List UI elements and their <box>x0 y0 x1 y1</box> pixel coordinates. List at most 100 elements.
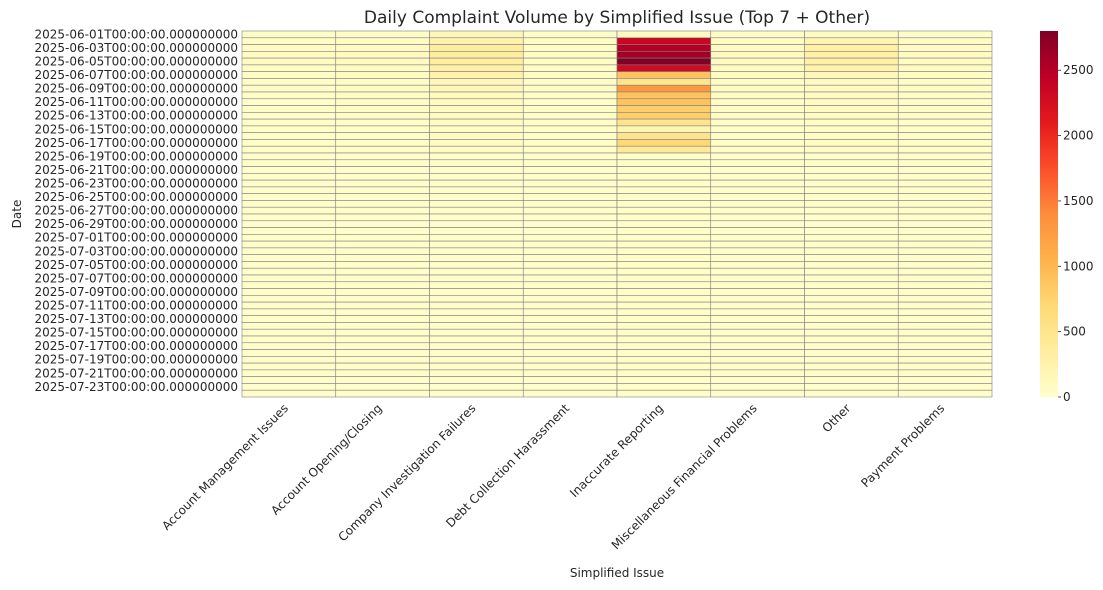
heatmap-cell <box>522 342 618 350</box>
heatmap-cell <box>804 145 899 154</box>
y-tick-label: 2025-07-19T00:00:00.000000000 <box>35 353 239 367</box>
heatmap-cell <box>616 356 712 364</box>
heatmap-cell <box>710 254 805 262</box>
heatmap-cell <box>897 295 993 303</box>
heatmap-cell <box>241 227 337 235</box>
heatmap-cell <box>429 247 524 255</box>
heatmap-cell <box>335 315 430 323</box>
heatmap-cell <box>241 322 337 330</box>
heatmap-cell <box>335 362 430 371</box>
heatmap-cell <box>616 51 712 59</box>
heatmap-cell <box>897 349 993 357</box>
heatmap-cell <box>616 322 712 330</box>
heatmap-cell <box>710 91 805 100</box>
heatmap-cell <box>804 376 899 384</box>
heatmap-cell <box>616 376 712 384</box>
heatmap-cell <box>897 356 993 364</box>
heatmap-cell <box>897 30 993 39</box>
x-axis-label: Simplified Issue <box>570 566 664 580</box>
heatmap-cell <box>241 193 337 201</box>
heatmap-cell <box>804 112 899 120</box>
heatmap-cell <box>897 84 993 93</box>
y-tick-label: 2025-06-27T00:00:00.000000000 <box>35 204 239 218</box>
heatmap-cell <box>522 369 618 377</box>
heatmap-cell <box>616 179 712 188</box>
heatmap-cell <box>616 213 712 222</box>
heatmap-cell <box>804 308 899 316</box>
heatmap-cell <box>897 274 993 283</box>
y-tick-label: 2025-06-23T00:00:00.000000000 <box>35 177 239 191</box>
heatmap-cell <box>804 132 899 140</box>
colorbar-tick-label: 2500 <box>1063 63 1094 77</box>
heatmap-cell <box>710 389 805 398</box>
heatmap-cell <box>241 281 337 289</box>
colorbar-tick-label: 500 <box>1063 325 1086 339</box>
heatmap-cell <box>522 84 618 93</box>
heatmap-cell <box>897 139 993 147</box>
heatmap-cell <box>522 247 618 255</box>
heatmap-cell <box>241 247 337 255</box>
heatmap-cell <box>522 220 618 228</box>
heatmap-cell <box>710 206 805 215</box>
heatmap-cell <box>241 261 337 269</box>
heatmap-cell <box>335 274 430 283</box>
y-tick-label: 2025-06-21T00:00:00.000000000 <box>35 163 239 177</box>
heatmap-cell <box>804 261 899 269</box>
heatmap-cell <box>429 98 524 106</box>
heatmap-cell <box>804 227 899 235</box>
heatmap-cell <box>710 261 805 269</box>
heatmap-cell <box>241 267 337 276</box>
heatmap-cell <box>335 152 430 161</box>
heatmap-cell <box>429 295 524 303</box>
heatmap-cell <box>522 274 618 283</box>
heatmap-cell <box>522 349 618 357</box>
heatmap-cell <box>897 267 993 276</box>
heatmap-cell <box>710 342 805 350</box>
heatmap-cell <box>335 288 430 296</box>
heatmap-cell <box>616 105 712 113</box>
x-tick-label: Miscellaneous Financial Problems <box>609 401 760 552</box>
heatmap-cell <box>429 179 524 188</box>
heatmap-cell <box>710 84 805 93</box>
heatmap-cell <box>710 383 805 391</box>
heatmap-cell <box>710 193 805 201</box>
heatmap-cell <box>522 139 618 147</box>
heatmap-cell <box>616 349 712 357</box>
heatmap-cell <box>616 78 712 86</box>
heatmap-cell <box>804 247 899 255</box>
heatmap-cell <box>522 295 618 303</box>
heatmap-cell <box>335 227 430 235</box>
y-tick-label: 2025-06-19T00:00:00.000000000 <box>35 149 239 163</box>
heatmap-cell <box>429 57 524 66</box>
heatmap-cell <box>241 98 337 106</box>
heatmap-cell <box>429 349 524 357</box>
heatmap-cell <box>710 227 805 235</box>
heatmap-cell <box>897 308 993 316</box>
heatmap-cell <box>522 362 618 371</box>
heatmap-cell <box>522 322 618 330</box>
heatmap-cell <box>335 118 430 127</box>
heatmap-cell <box>429 118 524 127</box>
heatmap-cell <box>429 254 524 262</box>
heatmap-cell <box>710 78 805 86</box>
heatmap-cell <box>616 200 712 208</box>
heatmap-cell <box>241 349 337 357</box>
heatmap-cell <box>241 37 337 45</box>
heatmap-cell <box>335 369 430 377</box>
heatmap-cell <box>522 71 618 79</box>
heatmap-cell <box>429 51 524 59</box>
heatmap-cell <box>522 328 618 337</box>
heatmap-cell <box>897 220 993 228</box>
heatmap-cell <box>616 64 712 72</box>
heatmap-cell <box>616 186 712 194</box>
y-tick-label: 2025-06-15T00:00:00.000000000 <box>35 122 239 136</box>
heatmap-cell <box>804 322 899 330</box>
heatmap-cell <box>429 322 524 330</box>
heatmap-cell <box>335 51 430 59</box>
heatmap-cell <box>804 281 899 289</box>
heatmap-cell <box>522 227 618 235</box>
y-tick-label: 2025-06-13T00:00:00.000000000 <box>35 109 239 123</box>
heatmap-cell <box>804 84 899 93</box>
heatmap-cell <box>897 234 993 242</box>
